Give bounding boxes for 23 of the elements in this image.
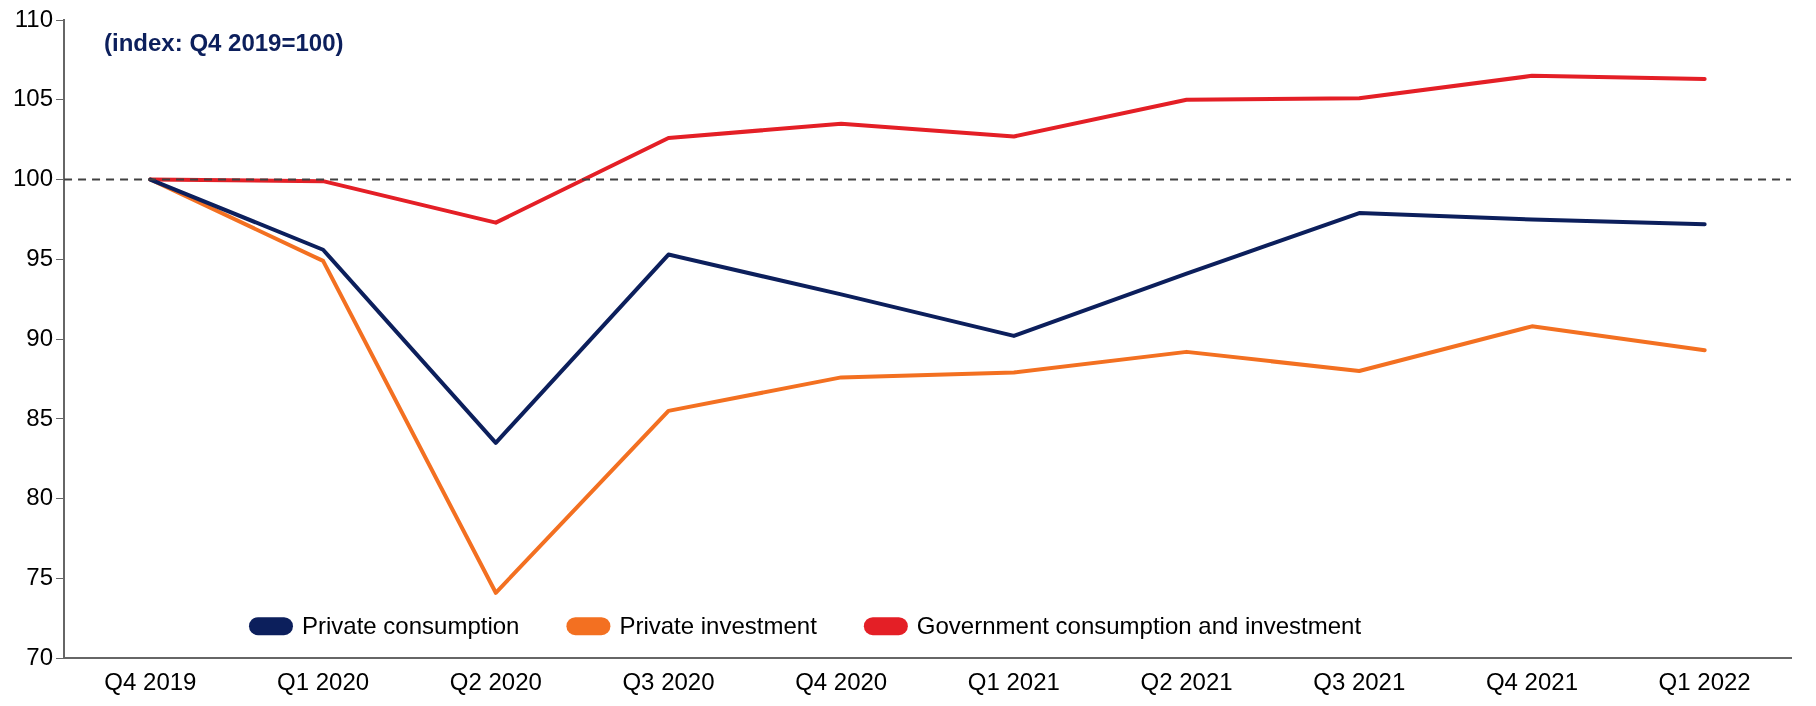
x-tick-label: Q1 2021 (967, 668, 1060, 696)
y-tick-label: 70 (26, 642, 54, 670)
legend-label: Private investment (619, 611, 818, 639)
x-tick-label: Q4 2020 (795, 668, 888, 696)
y-tick-label: 75 (26, 563, 54, 591)
x-tick-label: Q4 2021 (1485, 668, 1578, 696)
legend-label: Private consumption (301, 611, 520, 639)
chart-subtitle: (index: Q4 2019=100) (104, 28, 344, 56)
x-tick-label: Q4 2019 (104, 668, 197, 696)
x-tick-label: Q3 2020 (622, 668, 715, 696)
y-tick-label: 90 (26, 323, 54, 351)
x-tick-label: Q1 2022 (1658, 668, 1751, 696)
y-tick-label: 100 (13, 164, 54, 192)
x-tick-label: Q2 2020 (449, 668, 542, 696)
y-tick-label: 110 (14, 4, 54, 32)
y-tick-label: 95 (26, 243, 54, 271)
y-tick-label: 85 (26, 403, 54, 431)
y-tick-label: 80 (26, 483, 54, 511)
y-tick-label: 105 (13, 84, 54, 112)
x-tick-label: Q1 2020 (277, 668, 370, 696)
legend-label: Government consumption and investment (916, 611, 1362, 639)
x-tick-label: Q3 2021 (1313, 668, 1406, 696)
x-tick-label: Q2 2021 (1140, 668, 1233, 696)
